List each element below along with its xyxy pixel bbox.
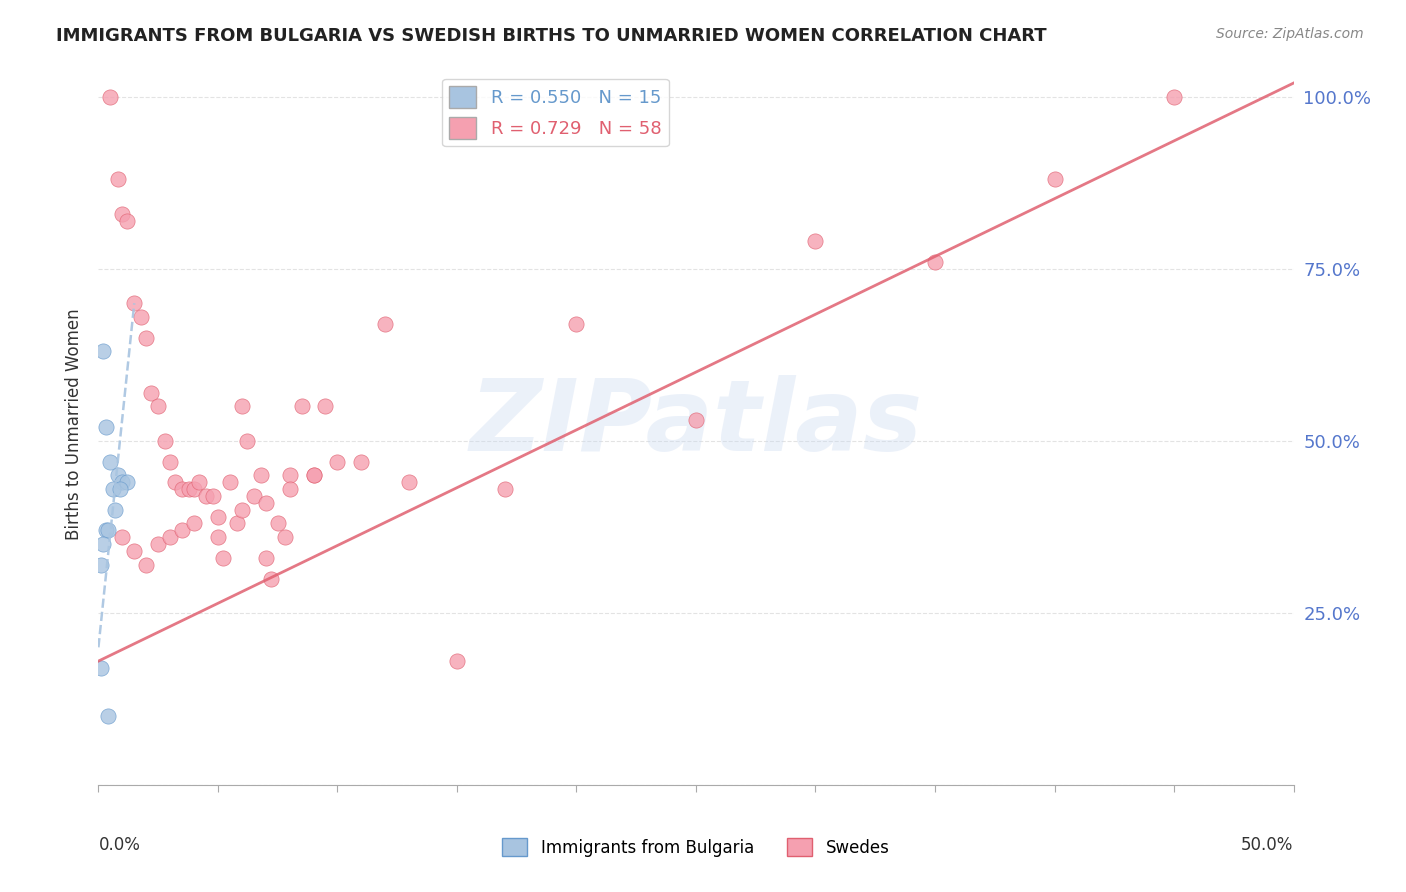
Point — [107, 468, 129, 483]
Point — [211, 550, 233, 565]
Point — [124, 544, 146, 558]
Point — [1163, 90, 1185, 104]
Point — [135, 558, 157, 572]
Point — [104, 502, 127, 516]
Point — [446, 654, 468, 668]
Point — [302, 468, 325, 483]
Point — [235, 434, 257, 448]
Point — [148, 537, 170, 551]
Point — [278, 468, 301, 483]
Point — [148, 400, 170, 414]
Point — [231, 400, 253, 414]
Point — [139, 385, 162, 400]
Point — [219, 475, 242, 490]
Point — [90, 661, 112, 675]
Point — [250, 468, 273, 483]
Point — [1043, 172, 1066, 186]
Point — [111, 475, 134, 490]
Point — [115, 475, 138, 490]
Point — [124, 296, 146, 310]
Point — [202, 489, 225, 503]
Point — [98, 90, 122, 104]
Point — [94, 420, 117, 434]
Point — [315, 400, 337, 414]
Point — [131, 310, 153, 324]
Point — [179, 482, 201, 496]
Point — [187, 475, 209, 490]
Point — [107, 172, 129, 186]
Point — [398, 475, 420, 490]
Point — [685, 413, 707, 427]
Point — [91, 537, 114, 551]
Text: Source: ZipAtlas.com: Source: ZipAtlas.com — [1216, 27, 1364, 41]
Point — [494, 482, 516, 496]
Point — [91, 344, 114, 359]
Point — [94, 524, 117, 538]
Point — [108, 482, 131, 496]
Y-axis label: Births to Unmarried Women: Births to Unmarried Women — [65, 308, 83, 540]
Point — [97, 524, 120, 538]
Point — [804, 235, 827, 249]
Point — [254, 496, 277, 510]
Point — [278, 482, 301, 496]
Text: 0.0%: 0.0% — [98, 836, 141, 854]
Point — [172, 482, 194, 496]
Point — [172, 524, 194, 538]
Point — [374, 317, 396, 331]
Point — [243, 489, 266, 503]
Point — [226, 516, 249, 531]
Point — [90, 558, 112, 572]
Point — [97, 709, 120, 723]
Text: 50.0%: 50.0% — [1241, 836, 1294, 854]
Point — [274, 530, 297, 544]
Point — [163, 475, 186, 490]
Point — [98, 454, 122, 468]
Point — [155, 434, 177, 448]
Point — [302, 468, 325, 483]
Point — [291, 400, 314, 414]
Point — [207, 509, 229, 524]
Point — [159, 454, 181, 468]
Point — [159, 530, 181, 544]
Legend: R = 0.550   N = 15, R = 0.729   N = 58: R = 0.550 N = 15, R = 0.729 N = 58 — [441, 78, 669, 146]
Point — [565, 317, 588, 331]
Point — [195, 489, 218, 503]
Point — [267, 516, 290, 531]
Text: IMMIGRANTS FROM BULGARIA VS SWEDISH BIRTHS TO UNMARRIED WOMEN CORRELATION CHART: IMMIGRANTS FROM BULGARIA VS SWEDISH BIRT… — [56, 27, 1047, 45]
Point — [101, 482, 124, 496]
Point — [207, 530, 229, 544]
Point — [350, 454, 373, 468]
Point — [111, 207, 134, 221]
Point — [254, 550, 277, 565]
Point — [111, 530, 134, 544]
Point — [924, 255, 946, 269]
Point — [135, 331, 157, 345]
Point — [231, 502, 253, 516]
Point — [115, 213, 138, 227]
Text: ZIPatlas: ZIPatlas — [470, 376, 922, 472]
Point — [259, 572, 281, 586]
Point — [326, 454, 349, 468]
Point — [183, 482, 205, 496]
Point — [183, 516, 205, 531]
